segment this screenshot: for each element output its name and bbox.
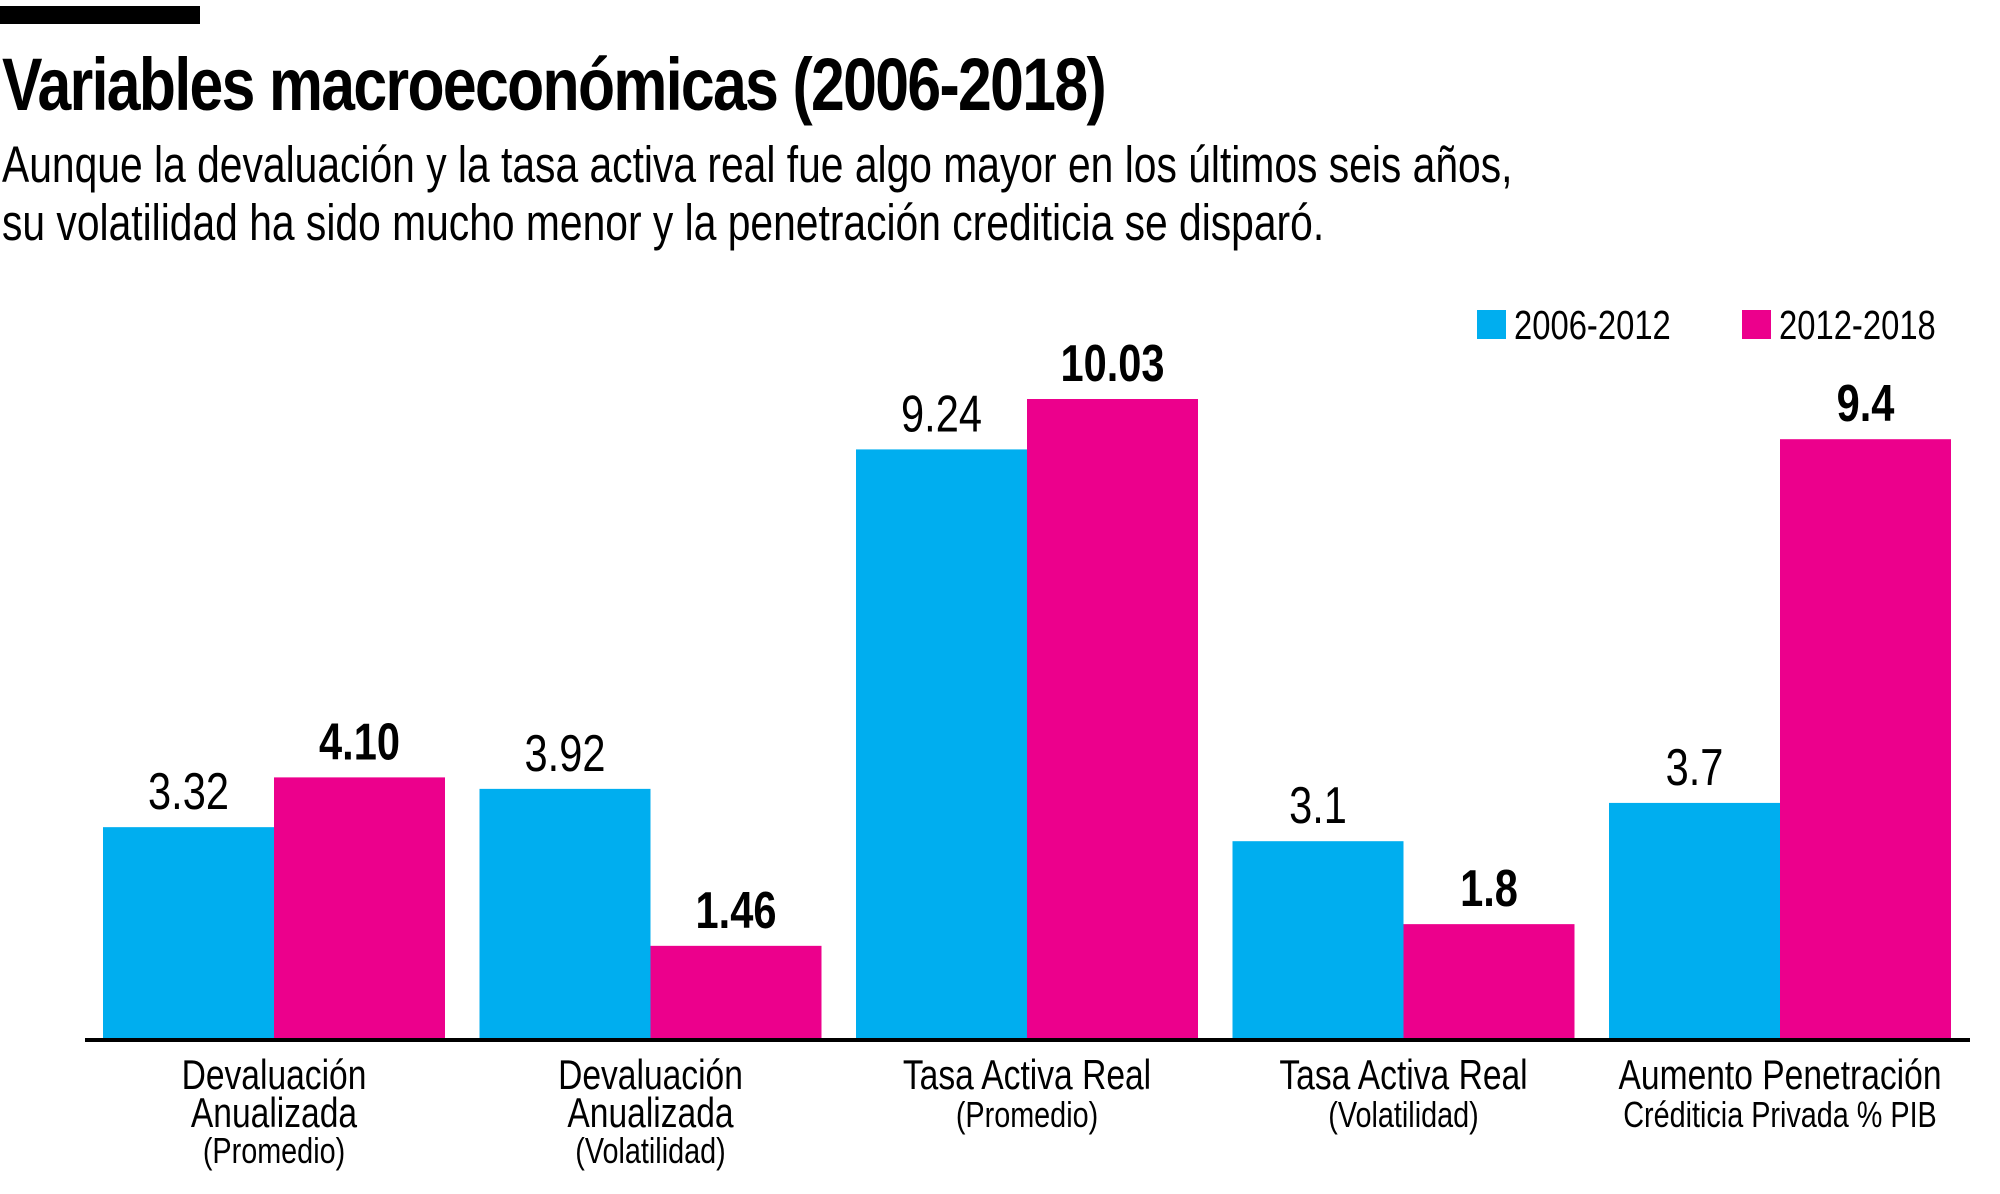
- data-label: 1.46: [696, 880, 777, 939]
- category-label: Devaluación: [558, 1053, 743, 1099]
- category-label: Anualizada: [567, 1091, 734, 1137]
- data-label: 4.10: [319, 712, 400, 771]
- data-label: 1.8: [1460, 859, 1518, 918]
- data-label: 3.1: [1289, 776, 1347, 835]
- category-label: Tasa Activa Real: [903, 1053, 1151, 1099]
- bar-2012-2018: [1780, 439, 1951, 1039]
- data-label: 9.4: [1837, 374, 1895, 433]
- legend-swatch: [1477, 310, 1506, 339]
- legend-swatch: [1742, 310, 1771, 339]
- bar-2012-2018: [650, 945, 822, 1039]
- data-label: 3.7: [1666, 737, 1724, 796]
- chart-subtitle: Aunque la devaluación y la tasa activa r…: [2, 136, 1512, 252]
- data-label: 9.24: [901, 384, 982, 443]
- chart-title: Variables macroeconómicas (2006-2018): [2, 43, 1107, 126]
- bar-2006-2012: [479, 788, 651, 1039]
- category-label: Tasa Activa Real: [1279, 1053, 1527, 1099]
- category-label: (Promedio): [203, 1130, 345, 1171]
- subtitle-line: Aunque la devaluación y la tasa activa r…: [2, 136, 1513, 193]
- category-label: Devaluación: [182, 1053, 367, 1099]
- bar-2006-2012: [856, 449, 1027, 1039]
- header-rule: [0, 6, 200, 24]
- bar-2006-2012: [103, 827, 274, 1039]
- x-axis-line: [85, 1038, 1970, 1042]
- bar-2006-2012: [1232, 841, 1404, 1039]
- bar-2012-2018: [1403, 924, 1575, 1039]
- category-label: Créditicia Privada % PIB: [1623, 1094, 1937, 1135]
- bar-2012-2018: [274, 777, 445, 1039]
- bar-2012-2018: [1027, 399, 1198, 1039]
- legend-label: 2012-2018: [1779, 301, 1936, 347]
- legend-label: 2006-2012: [1514, 301, 1671, 347]
- data-label: 3.92: [525, 723, 606, 782]
- category-label: Anualizada: [191, 1091, 358, 1137]
- category-label: (Volatilidad): [575, 1130, 725, 1171]
- bar-2006-2012: [1609, 802, 1780, 1039]
- category-label: (Promedio): [956, 1094, 1098, 1135]
- subtitle-line: su volatilidad ha sido mucho menor y la …: [2, 194, 1325, 251]
- category-label: Aumento Penetración: [1619, 1053, 1942, 1099]
- data-label: 10.03: [1060, 334, 1164, 393]
- data-label: 3.32: [148, 762, 229, 821]
- category-label: (Volatilidad): [1328, 1094, 1478, 1135]
